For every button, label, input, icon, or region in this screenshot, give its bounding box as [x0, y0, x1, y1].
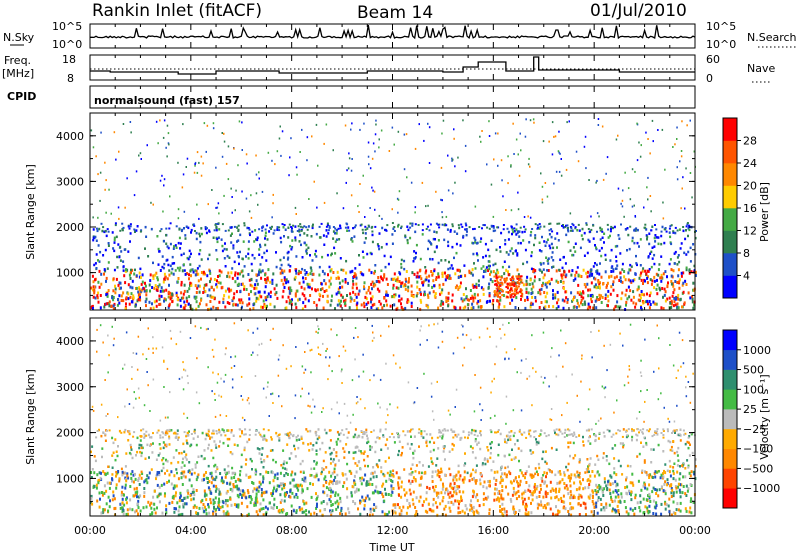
power-cbar-label: Power [dB]	[758, 182, 771, 242]
nsky-tick-bottom: 10^0	[52, 38, 82, 51]
power-cbar-tick: 12	[743, 225, 757, 238]
velocity-cbar-tick: −1000	[743, 482, 780, 495]
power-cbar-swatch	[723, 276, 737, 299]
velocity-panel: 4000 3000 2000 1000 00:00 04:00 08:00 12:00 16:…	[24, 318, 780, 554]
nsearch-label: N.Search	[747, 31, 797, 44]
power-cbar-swatch	[723, 186, 737, 209]
velocity-cbar-swatch	[723, 449, 737, 469]
cpid-label: CPID	[7, 90, 36, 103]
nsky-label: N.Sky	[3, 31, 35, 44]
nave-tick-top: 60	[706, 53, 720, 66]
nave-tick-bottom: 0	[706, 72, 713, 85]
xtick-0: 00:00	[74, 524, 106, 537]
velocity-scatter	[90, 322, 697, 517]
power-cbar-swatch	[723, 141, 737, 164]
velocity-ytick-2000: 2000	[56, 427, 84, 440]
nsky-panel: N.Sky 10^5 10^0 10^5 10^0 N.Search	[3, 20, 797, 51]
velocity-cbar-swatch	[723, 350, 737, 370]
velocity-cbar-tick: 1000	[743, 344, 771, 357]
power-cbar-swatch	[723, 163, 737, 186]
freq-tick-bottom: 8	[67, 72, 74, 85]
cpid-value: normalsound (fast) 157	[94, 94, 240, 107]
power-ytick-4000: 4000	[56, 130, 84, 143]
power-cbar-swatch	[723, 253, 737, 276]
nsky-tick-top: 10^5	[52, 20, 82, 33]
power-ytick-3000: 3000	[56, 175, 84, 188]
xtick-2: 08:00	[276, 524, 308, 537]
nsearch-tick-top: 10^5	[706, 20, 736, 33]
time-xlabel: Time UT	[368, 541, 414, 554]
velocity-cbar-swatch	[723, 488, 737, 508]
power-cbar-tick: 8	[743, 247, 750, 260]
velocity-ytick-3000: 3000	[56, 381, 84, 394]
station-title: Rankin Inlet (fitACF)	[92, 1, 262, 21]
xtick-1: 04:00	[175, 524, 207, 537]
freq-tick-top: 18	[62, 53, 76, 66]
velocity-cbar-swatch	[723, 370, 737, 390]
power-cbar-tick: 4	[743, 270, 750, 283]
freq-unit: [MHz]	[2, 67, 34, 80]
power-ylabel: Slant Range [km]	[24, 164, 37, 260]
xtick-6: 00:00	[679, 524, 711, 537]
beam-title: Beam 14	[357, 3, 433, 23]
xtick-4: 16:00	[477, 524, 509, 537]
power-scatter	[90, 118, 697, 311]
date-title: 01/Jul/2010	[590, 1, 687, 21]
power-cbar-tick: 20	[743, 180, 757, 193]
velocity-ylabel: Slant Range [km]	[24, 369, 37, 465]
nsearch-tick-bottom: 10^0	[706, 38, 736, 51]
power-cbar-tick: 28	[743, 135, 757, 148]
velocity-cbar-swatch	[723, 389, 737, 409]
velocity-cbar-tick: 25	[743, 403, 757, 416]
power-cbar-tick: 24	[743, 157, 757, 170]
velocity-ytick-4000: 4000	[56, 335, 84, 348]
velocity-cbar-swatch	[723, 330, 737, 350]
velocity-cbar-swatch	[723, 409, 737, 429]
velocity-cbar-tick: −500	[743, 462, 773, 475]
power-cbar-tick: 16	[743, 202, 757, 215]
power-cbar-swatch	[723, 118, 737, 141]
power-panel: 4000 3000 2000 1000 Slant Range [km] 28 24 20…	[24, 24, 771, 311]
velocity-ytick-1000: 1000	[56, 472, 84, 485]
power-cbar-swatch	[723, 231, 737, 254]
velocity-frame	[90, 318, 695, 516]
xtick-5: 20:00	[578, 524, 610, 537]
freq-label: Freq.	[4, 54, 31, 67]
velocity-cbar-swatch	[723, 468, 737, 488]
nave-label: Nave	[747, 62, 775, 75]
velocity-cbar-swatch	[723, 429, 737, 449]
xtick-3: 12:00	[377, 524, 409, 537]
power-ytick-2000: 2000	[56, 221, 84, 234]
power-cbar-swatch	[723, 208, 737, 231]
power-ytick-1000: 1000	[56, 267, 84, 280]
velocity-cbar-label: Velocity [m s⁻¹]	[758, 374, 771, 459]
